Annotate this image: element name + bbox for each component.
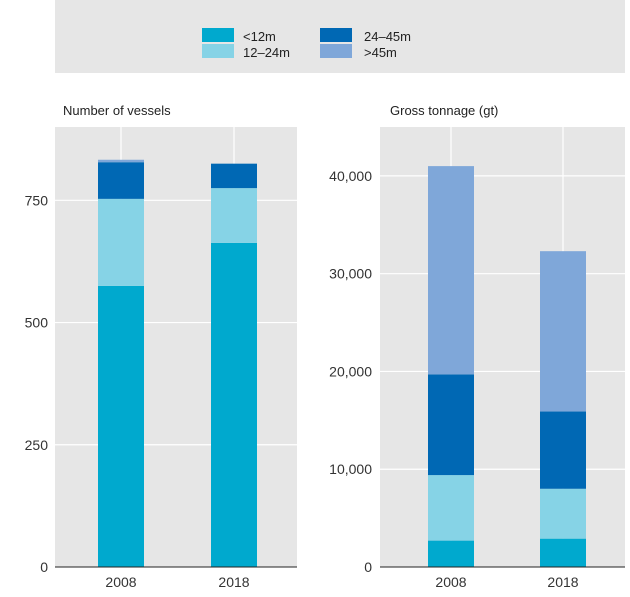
y-tick-label: 500	[25, 315, 49, 331]
chart-tonnage: Gross tonnage (gt) 0 10,000 20,000 30,000 40…	[329, 103, 625, 590]
bar-segment	[211, 188, 257, 243]
chart-vessels: Number of vessels 0 250 500 750 2008 2018	[25, 103, 297, 590]
y-tick-label: 40,000	[329, 168, 372, 184]
bar-segment	[428, 540, 474, 567]
plot-area-vessels	[55, 127, 297, 567]
legend-swatch-lt12m	[202, 28, 234, 42]
legend-swatch-24-45m	[320, 28, 352, 42]
y-tick-label: 30,000	[329, 266, 372, 282]
legend-label-24-45m: 24–45m	[364, 29, 411, 44]
x-ticks-vessels: 2008 2018	[105, 574, 249, 590]
legend-label-lt12m: <12m	[243, 29, 276, 44]
bar-segment	[98, 198, 144, 286]
x-tick-label: 2018	[218, 574, 249, 590]
x-tick-label: 2008	[435, 574, 466, 590]
legend-label-12-24m: 12–24m	[243, 45, 290, 60]
y-tick-label: 20,000	[329, 363, 372, 379]
bar-segment	[211, 242, 257, 567]
x-tick-label: 2008	[105, 574, 136, 590]
chart-title-tonnage: Gross tonnage (gt)	[390, 103, 498, 118]
bar-segment	[428, 374, 474, 476]
bar-segment	[428, 475, 474, 541]
bar-segment	[540, 488, 586, 539]
bar-segment	[540, 538, 586, 567]
y-tick-label: 0	[364, 559, 372, 575]
bar-segment	[540, 251, 586, 412]
bar-segment	[428, 166, 474, 375]
plot-area-tonnage	[380, 127, 625, 567]
y-ticks-tonnage: 0 10,000 20,000 30,000 40,000	[329, 168, 372, 575]
bar-segment	[211, 163, 257, 189]
y-ticks-vessels: 0 250 500 750	[25, 192, 49, 575]
bar-segment	[98, 285, 144, 567]
bar-segment	[98, 162, 144, 199]
x-tick-label: 2018	[547, 574, 578, 590]
y-tick-label: 10,000	[329, 461, 372, 477]
x-ticks-tonnage: 2008 2018	[435, 574, 578, 590]
bar-segment	[98, 159, 144, 163]
chart-title-vessels: Number of vessels	[63, 103, 171, 118]
legend: <12m 12–24m 24–45m >45m	[55, 0, 625, 73]
legend-swatch-12-24m	[202, 44, 234, 58]
bar-segment	[540, 411, 586, 489]
bars-tonnage	[428, 166, 586, 567]
legend-swatch-gt45m	[320, 44, 352, 58]
y-tick-label: 250	[25, 437, 49, 453]
y-tick-label: 750	[25, 192, 49, 208]
legend-label-gt45m: >45m	[364, 45, 397, 60]
bars-vessels	[98, 159, 257, 567]
y-tick-label: 0	[40, 559, 48, 575]
